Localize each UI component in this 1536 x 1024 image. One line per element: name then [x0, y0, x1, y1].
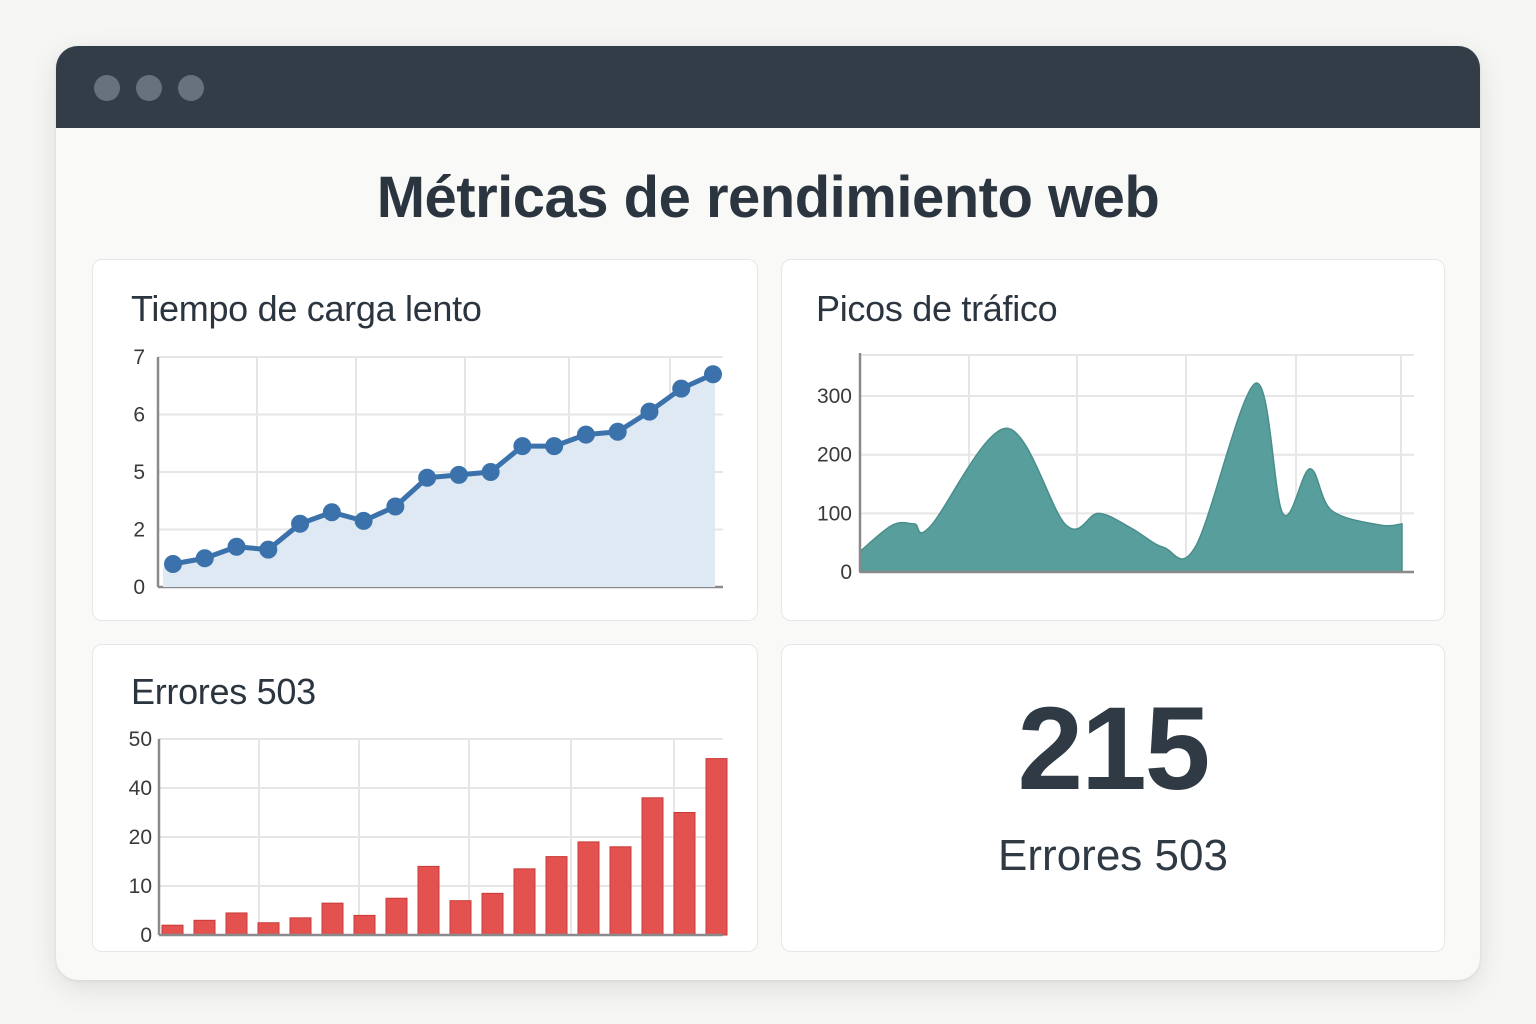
line-area-fill	[163, 374, 715, 587]
minimize-dot-icon[interactable]	[136, 75, 162, 101]
data-point-marker[interactable]	[545, 437, 564, 456]
error-bar[interactable]	[193, 919, 216, 936]
area-chart-y-tick: 200	[817, 444, 852, 467]
area-chart-y-tick: 100	[817, 502, 852, 525]
error-bar[interactable]	[449, 900, 472, 936]
error-bar[interactable]	[641, 797, 664, 936]
bar-chart-y-tick: 10	[129, 875, 152, 898]
data-point-marker[interactable]	[291, 514, 310, 533]
data-point-marker[interactable]	[259, 540, 278, 559]
data-point-marker[interactable]	[576, 425, 595, 444]
page-title: Métricas de rendimiento web	[376, 165, 1160, 230]
data-point-marker[interactable]	[227, 537, 246, 556]
maximize-dot-icon[interactable]	[178, 75, 204, 101]
error-bar[interactable]	[577, 841, 600, 936]
error-bar[interactable]	[545, 856, 568, 936]
data-point-marker[interactable]	[386, 497, 405, 516]
line-chart-y-tick: 7	[133, 346, 145, 369]
data-point-marker[interactable]	[608, 422, 627, 441]
error-bar[interactable]	[705, 758, 728, 936]
data-point-marker[interactable]	[164, 555, 182, 573]
area-chart-y-tick: 0	[840, 561, 852, 584]
bar-chart-y-tick: 20	[129, 826, 152, 849]
error-bar[interactable]	[481, 892, 504, 936]
data-point-marker[interactable]	[704, 365, 722, 384]
error-bar[interactable]	[513, 868, 536, 936]
kpi-value: 215	[1017, 683, 1211, 815]
error-bar[interactable]	[385, 897, 408, 936]
traffic-area	[859, 382, 1403, 573]
area-chart-y-tick: 300	[817, 385, 852, 408]
kpi-label: Errores 503	[998, 831, 1228, 880]
line-chart-y-tick: 5	[133, 461, 145, 484]
error-bar[interactable]	[289, 917, 312, 936]
errors-bar-chart: 0 10 20 40 50	[129, 728, 728, 947]
error-bar[interactable]	[673, 812, 696, 936]
error-bar[interactable]	[161, 924, 184, 936]
line-chart-y-tick: 0	[133, 576, 145, 599]
line-chart-y-tick: 2	[133, 519, 145, 542]
traffic-area-chart: 0 100 200 300	[817, 353, 1414, 584]
traffic-title: Picos de tráfico	[816, 288, 1058, 329]
load-time-title: Tiempo de carga lento	[131, 288, 482, 329]
data-point-marker[interactable]	[449, 465, 468, 484]
error-bar[interactable]	[417, 865, 440, 936]
window-titlebar	[56, 46, 1480, 128]
errors-title: Errores 503	[131, 671, 316, 712]
data-point-marker[interactable]	[640, 402, 659, 421]
data-point-marker[interactable]	[672, 379, 691, 398]
error-bar[interactable]	[321, 902, 344, 936]
errors-card: Errores 503 0 10 20 40 50	[92, 644, 758, 952]
browser-window: Métricas de rendimiento web Tiempo de ca…	[56, 46, 1480, 980]
load-time-card: Tiempo de carga lento 7 6 5 2 0	[92, 259, 758, 621]
kpi-card: 215 Errores 503	[781, 644, 1445, 952]
data-point-marker[interactable]	[513, 437, 532, 456]
bar-chart-y-tick: 50	[129, 728, 152, 751]
close-dot-icon[interactable]	[94, 75, 120, 101]
bar-chart-y-tick: 40	[129, 777, 152, 800]
bar-chart-y-tick: 0	[140, 924, 152, 947]
error-bar[interactable]	[353, 914, 376, 936]
data-point-marker[interactable]	[195, 549, 214, 568]
traffic-card: Picos de tráfico 0 100 200 300	[781, 259, 1445, 621]
line-chart-y-tick: 6	[133, 404, 145, 427]
error-bar[interactable]	[609, 846, 632, 936]
data-point-marker[interactable]	[322, 503, 341, 522]
error-bar[interactable]	[225, 912, 248, 936]
data-point-marker[interactable]	[354, 511, 373, 530]
data-point-marker[interactable]	[418, 468, 437, 487]
error-bar[interactable]	[257, 922, 280, 936]
data-point-marker[interactable]	[481, 463, 500, 481]
load-time-line-chart: 7 6 5 2 0	[133, 346, 723, 599]
